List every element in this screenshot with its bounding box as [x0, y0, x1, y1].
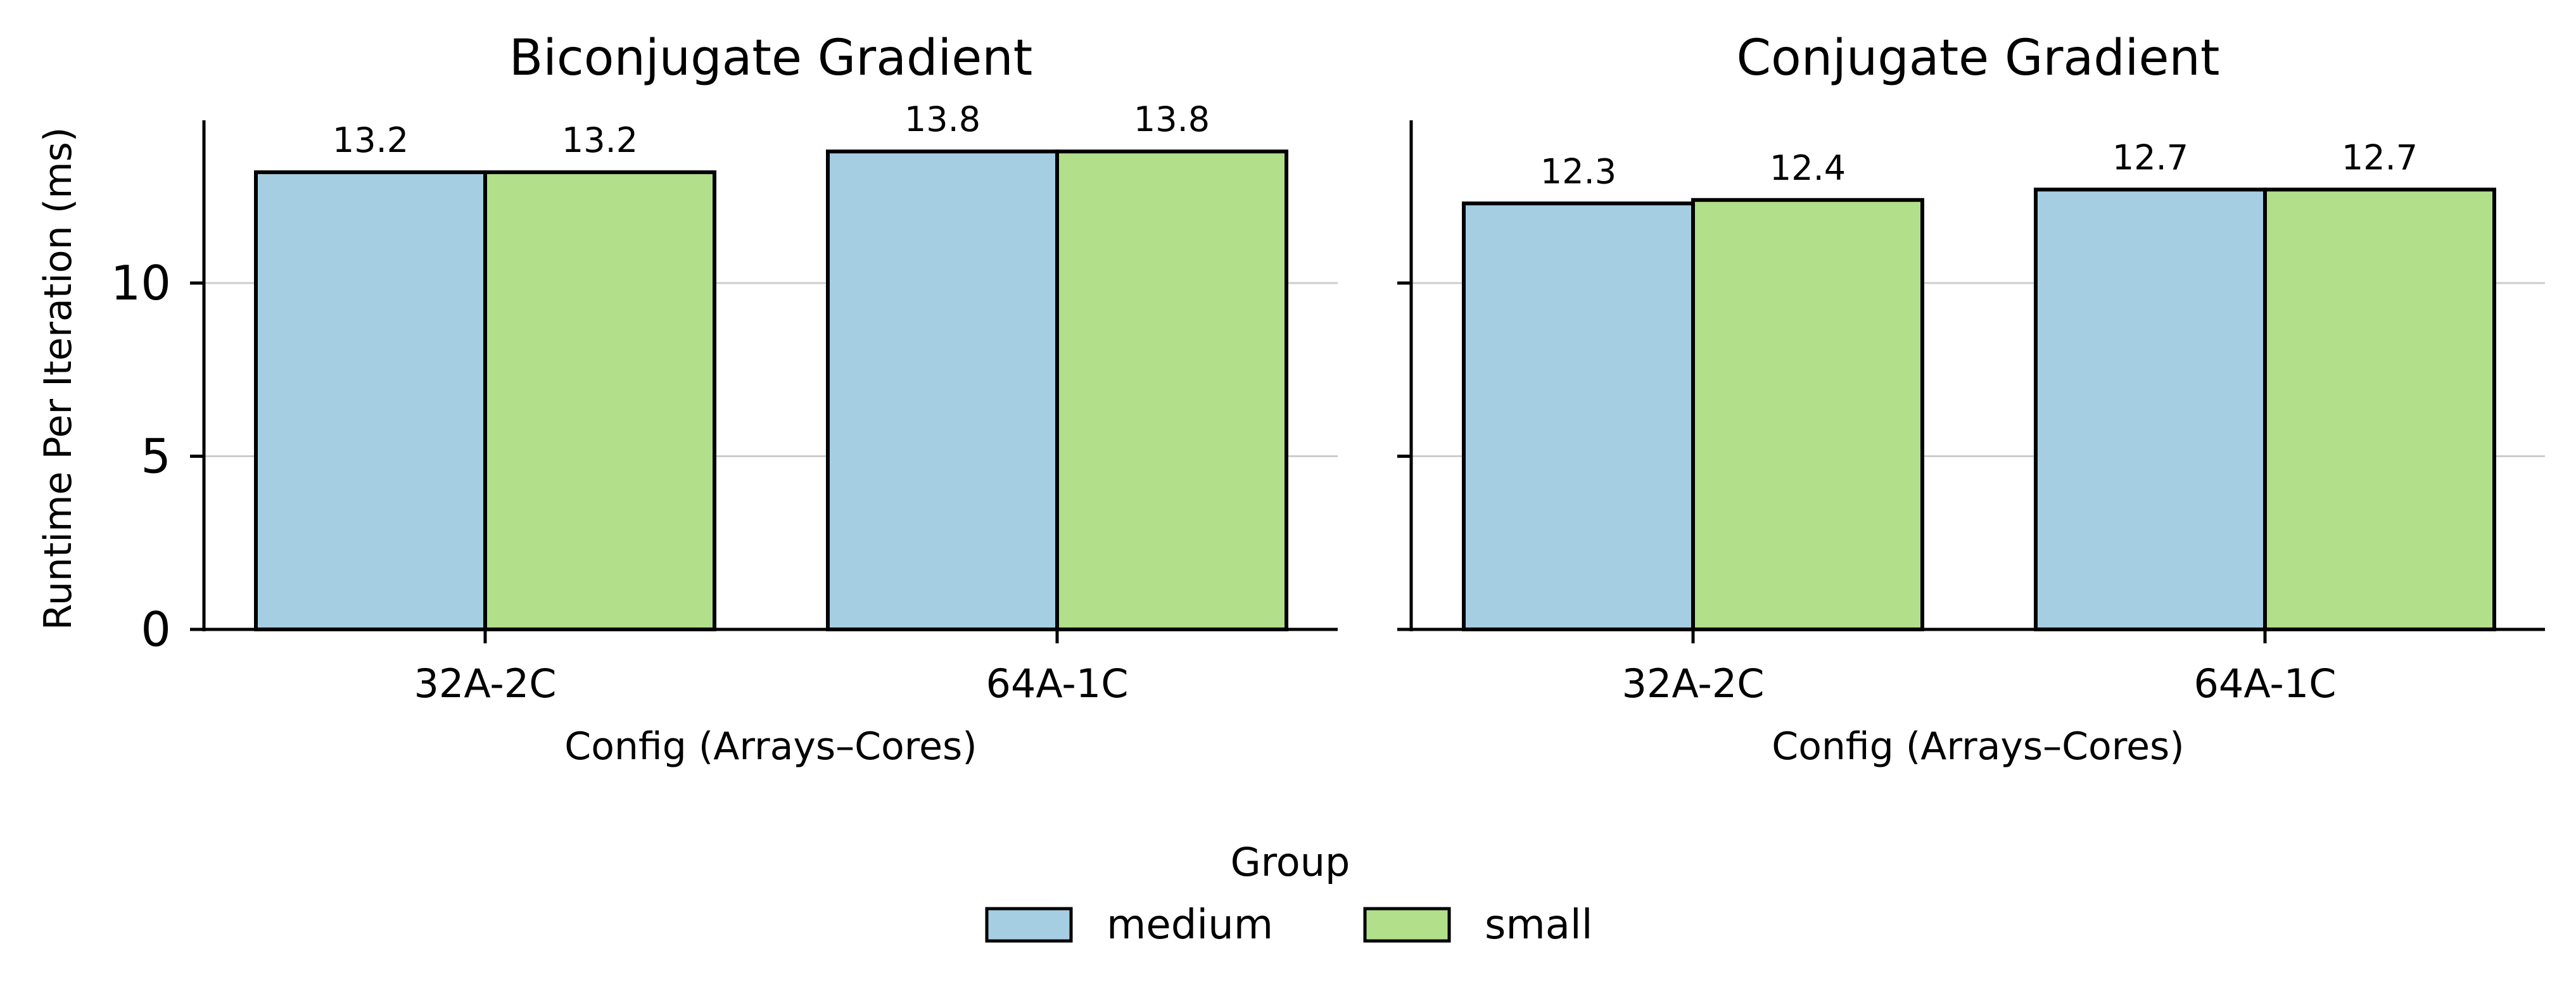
legend-label-small: small [1485, 902, 1592, 949]
data-label: 13.8 [1134, 99, 1210, 139]
y-tick-label: 0 [141, 602, 171, 657]
x-axis-label: Config (Arrays–Cores) [1772, 724, 2184, 769]
data-label: 12.7 [2342, 137, 2418, 177]
bar-medium-64A-1C [2034, 187, 2267, 631]
bar-small-32A-2C [483, 170, 716, 631]
panel-title: Conjugate Gradient [1737, 30, 2220, 87]
legend-label-medium: medium [1107, 902, 1273, 949]
bar-small-64A-1C [2263, 187, 2496, 631]
bar-small-64A-1C [1055, 149, 1288, 631]
bar-medium-32A-2C [254, 170, 487, 631]
panel-2: Conjugate Gradient 12.3 12.4 32A-2C 12.7 12.7… [1397, 30, 2545, 769]
y-tick-label: 5 [141, 429, 171, 484]
x-tick-label: 64A-1C [2193, 660, 2336, 707]
x-tick-label: 32A-2C [1621, 660, 1764, 707]
x-axis-label: Config (Arrays–Cores) [564, 724, 977, 769]
data-label: 12.3 [1540, 151, 1616, 191]
legend-swatch-medium [985, 907, 1073, 943]
bar-small-32A-2C [1691, 198, 1924, 632]
data-label: 13.2 [333, 120, 409, 160]
legend-swatch-small [1363, 907, 1451, 943]
data-label: 12.4 [1770, 148, 1846, 188]
data-label: 13.2 [562, 120, 638, 160]
y-axis-label: Runtime Per Iteration (ms) [36, 127, 80, 630]
data-label: 13.8 [904, 99, 980, 139]
legend: Group medium small [985, 839, 1592, 949]
y-tick-label: 10 [111, 255, 171, 311]
data-label: 12.7 [2112, 137, 2188, 177]
chart-panels: Biconjugate Gradient 0 5 10 13.2 13.2 32A-2C 13… [36, 30, 2545, 769]
x-tick-label: 64A-1C [986, 660, 1128, 707]
panel-title: Biconjugate Gradient [509, 30, 1033, 87]
x-tick-label: 32A-2C [414, 660, 556, 707]
legend-title: Group [1231, 839, 1350, 885]
panel-1: Biconjugate Gradient 0 5 10 13.2 13.2 32A-2C 13… [36, 30, 1338, 769]
bar-medium-32A-2C [1462, 201, 1695, 631]
bar-medium-64A-1C [826, 149, 1059, 631]
